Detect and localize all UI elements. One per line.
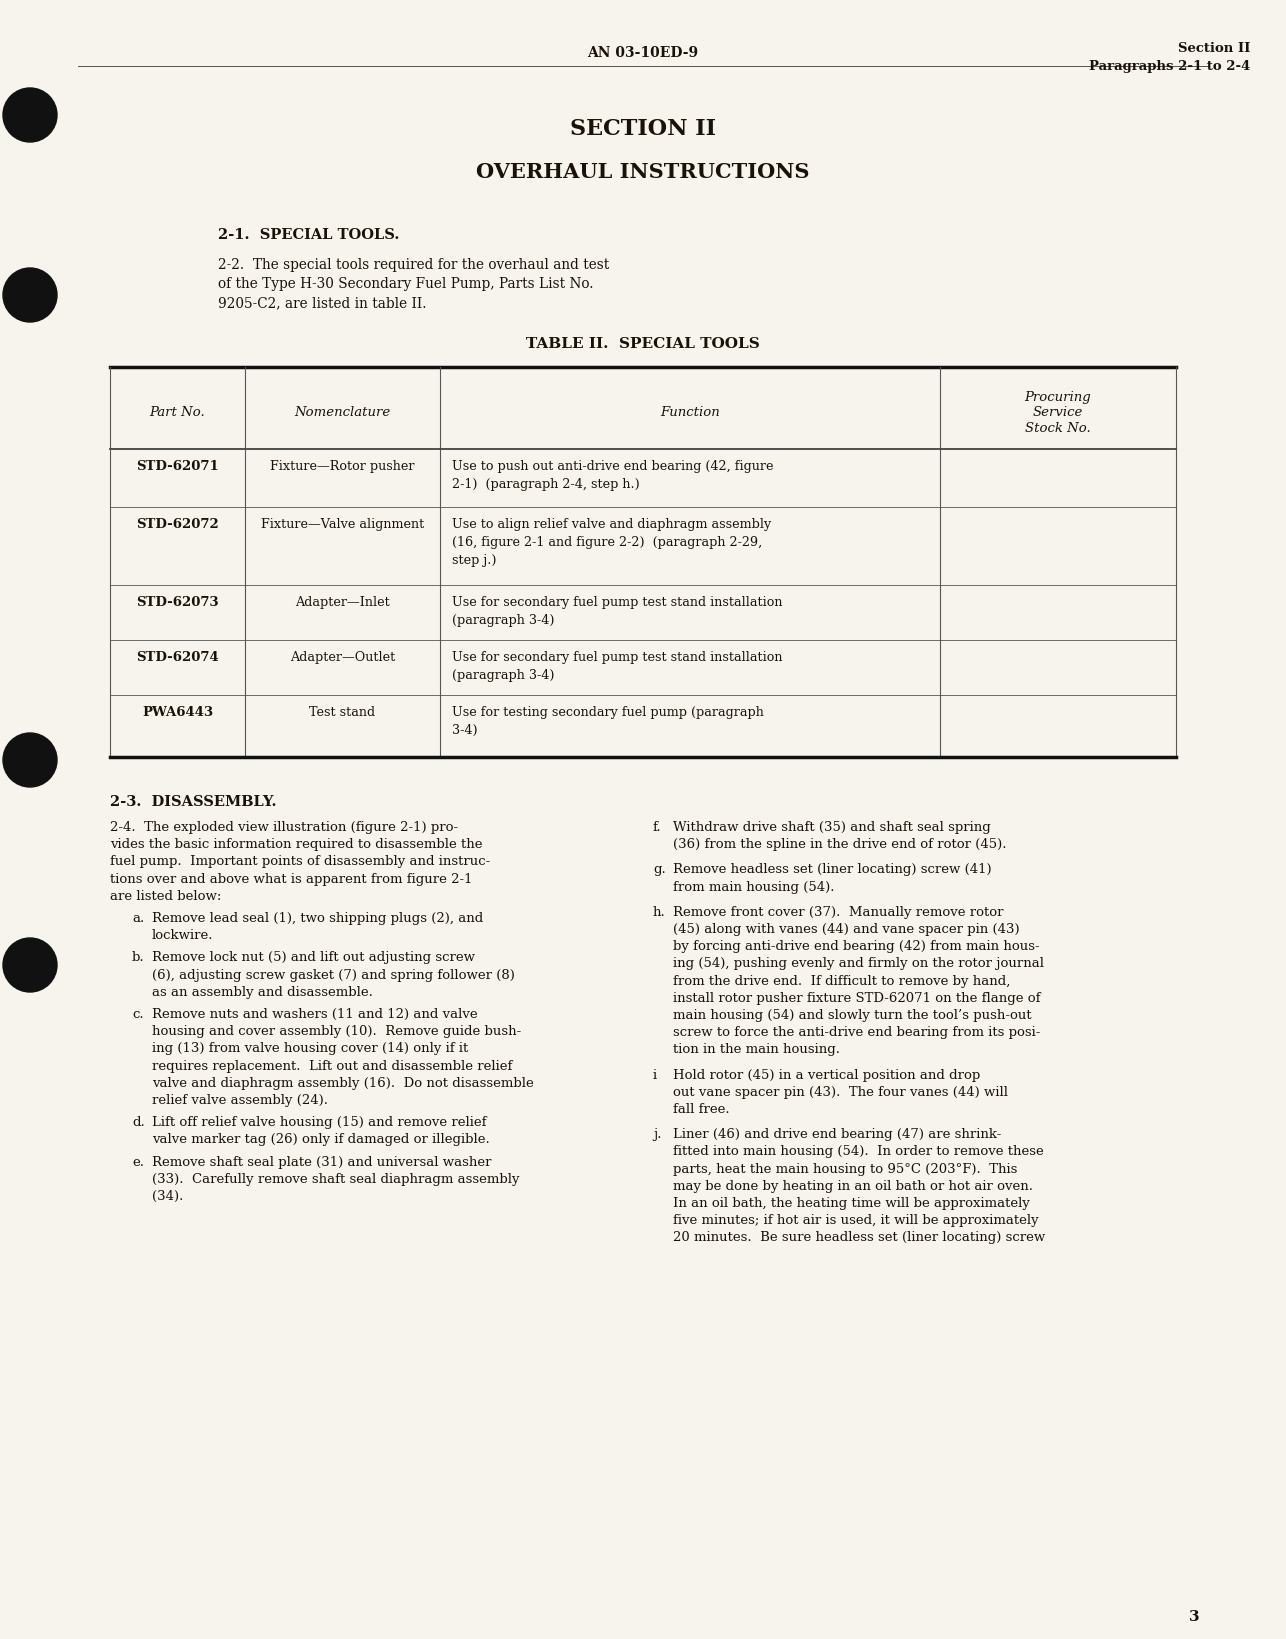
Text: 2-1)  (paragraph 2-4, step h.): 2-1) (paragraph 2-4, step h.) bbox=[451, 479, 639, 492]
Text: tion in the main housing.: tion in the main housing. bbox=[673, 1044, 840, 1057]
Text: Use to push out anti-drive end bearing (42, figure: Use to push out anti-drive end bearing (… bbox=[451, 461, 773, 474]
Text: Stock No.: Stock No. bbox=[1025, 421, 1091, 434]
Text: Remove lock nut (5) and lift out adjusting screw: Remove lock nut (5) and lift out adjusti… bbox=[152, 951, 475, 964]
Text: Adapter—Outlet: Adapter—Outlet bbox=[289, 651, 395, 664]
Text: Lift off relief valve housing (15) and remove relief: Lift off relief valve housing (15) and r… bbox=[152, 1116, 486, 1129]
Text: 2-2.  The special tools required for the overhaul and test: 2-2. The special tools required for the … bbox=[219, 257, 610, 272]
Text: ing (54), pushing evenly and firmly on the rotor journal: ing (54), pushing evenly and firmly on t… bbox=[673, 957, 1044, 970]
Text: valve and diaphragm assembly (16).  Do not disassemble: valve and diaphragm assembly (16). Do no… bbox=[152, 1077, 534, 1090]
Text: 9205-C2, are listed in table II.: 9205-C2, are listed in table II. bbox=[219, 297, 427, 310]
Text: fuel pump.  Important points of disassembly and instruc-: fuel pump. Important points of disassemb… bbox=[111, 856, 490, 869]
Text: Part No.: Part No. bbox=[149, 406, 206, 420]
Text: housing and cover assembly (10).  Remove guide bush-: housing and cover assembly (10). Remove … bbox=[152, 1026, 521, 1037]
Text: from the drive end.  If difficult to remove by hand,: from the drive end. If difficult to remo… bbox=[673, 975, 1011, 988]
Text: (paragraph 3-4): (paragraph 3-4) bbox=[451, 615, 554, 628]
Text: Remove front cover (37).  Manually remove rotor: Remove front cover (37). Manually remove… bbox=[673, 906, 1003, 919]
Text: fall free.: fall free. bbox=[673, 1103, 729, 1116]
Text: (45) along with vanes (44) and vane spacer pin (43): (45) along with vanes (44) and vane spac… bbox=[673, 923, 1020, 936]
Text: j.: j. bbox=[653, 1128, 661, 1141]
Text: Service: Service bbox=[1033, 406, 1083, 420]
Text: Remove nuts and washers (11 and 12) and valve: Remove nuts and washers (11 and 12) and … bbox=[152, 1008, 477, 1021]
Text: as an assembly and disassemble.: as an assembly and disassemble. bbox=[152, 985, 373, 998]
Circle shape bbox=[3, 269, 57, 321]
Text: 2-4.  The exploded view illustration (figure 2-1) pro-: 2-4. The exploded view illustration (fig… bbox=[111, 821, 458, 834]
Text: are listed below:: are listed below: bbox=[111, 890, 221, 903]
Text: out vane spacer pin (43).  The four vanes (44) will: out vane spacer pin (43). The four vanes… bbox=[673, 1085, 1008, 1098]
Text: tions over and above what is apparent from figure 2-1: tions over and above what is apparent fr… bbox=[111, 872, 472, 885]
Text: 3-4): 3-4) bbox=[451, 724, 477, 738]
Text: screw to force the anti-drive end bearing from its posi-: screw to force the anti-drive end bearin… bbox=[673, 1026, 1040, 1039]
Text: (16, figure 2-1 and figure 2-2)  (paragraph 2-29,: (16, figure 2-1 and figure 2-2) (paragra… bbox=[451, 536, 763, 549]
Text: STD-62073: STD-62073 bbox=[136, 597, 219, 610]
Text: Fixture—Rotor pusher: Fixture—Rotor pusher bbox=[270, 461, 415, 474]
Text: (34).: (34). bbox=[152, 1190, 184, 1203]
Text: Fixture—Valve alignment: Fixture—Valve alignment bbox=[261, 518, 424, 531]
Text: Use for testing secondary fuel pump (paragraph: Use for testing secondary fuel pump (par… bbox=[451, 706, 764, 720]
Text: PWA6443: PWA6443 bbox=[141, 706, 213, 720]
Text: AN 03-10ED-9: AN 03-10ED-9 bbox=[588, 46, 698, 61]
Text: lockwire.: lockwire. bbox=[152, 929, 213, 942]
Text: Paragraphs 2-1 to 2-4: Paragraphs 2-1 to 2-4 bbox=[1089, 61, 1250, 74]
Text: parts, heat the main housing to 95°C (203°F).  This: parts, heat the main housing to 95°C (20… bbox=[673, 1162, 1017, 1175]
Text: Nomenclature: Nomenclature bbox=[294, 406, 391, 420]
Text: c.: c. bbox=[132, 1008, 144, 1021]
Text: five minutes; if hot air is used, it will be approximately: five minutes; if hot air is used, it wil… bbox=[673, 1214, 1039, 1228]
Text: relief valve assembly (24).: relief valve assembly (24). bbox=[152, 1093, 328, 1106]
Text: g.: g. bbox=[653, 864, 666, 877]
Text: 20 minutes.  Be sure headless set (liner locating) screw: 20 minutes. Be sure headless set (liner … bbox=[673, 1231, 1046, 1244]
Text: STD-62071: STD-62071 bbox=[136, 461, 219, 474]
Text: b.: b. bbox=[132, 951, 144, 964]
Text: Section II: Section II bbox=[1178, 43, 1250, 56]
Text: Procuring: Procuring bbox=[1025, 392, 1092, 405]
Text: TABLE II.  SPECIAL TOOLS: TABLE II. SPECIAL TOOLS bbox=[526, 338, 760, 351]
Text: requires replacement.  Lift out and disassemble relief: requires replacement. Lift out and disas… bbox=[152, 1059, 512, 1072]
Text: SECTION II: SECTION II bbox=[570, 118, 716, 139]
Text: f.: f. bbox=[653, 821, 661, 834]
Text: h.: h. bbox=[653, 906, 666, 919]
Text: Test stand: Test stand bbox=[310, 706, 376, 720]
Text: In an oil bath, the heating time will be approximately: In an oil bath, the heating time will be… bbox=[673, 1196, 1030, 1210]
Text: install rotor pusher fixture STD-62071 on the flange of: install rotor pusher fixture STD-62071 o… bbox=[673, 992, 1040, 1005]
Text: i: i bbox=[653, 1069, 657, 1082]
Text: vides the basic information required to disassemble the: vides the basic information required to … bbox=[111, 838, 482, 851]
Text: Hold rotor (45) in a vertical position and drop: Hold rotor (45) in a vertical position a… bbox=[673, 1069, 980, 1082]
Text: 2-3.  DISASSEMBLY.: 2-3. DISASSEMBLY. bbox=[111, 795, 276, 810]
Text: step j.): step j.) bbox=[451, 554, 496, 567]
Text: Adapter—Inlet: Adapter—Inlet bbox=[294, 597, 390, 610]
Text: (paragraph 3-4): (paragraph 3-4) bbox=[451, 669, 554, 682]
Text: Remove shaft seal plate (31) and universal washer: Remove shaft seal plate (31) and univers… bbox=[152, 1155, 491, 1169]
Text: e.: e. bbox=[132, 1155, 144, 1169]
Text: Liner (46) and drive end bearing (47) are shrink-: Liner (46) and drive end bearing (47) ar… bbox=[673, 1128, 1002, 1141]
Text: from main housing (54).: from main housing (54). bbox=[673, 880, 835, 893]
Text: (36) from the spline in the drive end of rotor (45).: (36) from the spline in the drive end of… bbox=[673, 838, 1007, 851]
Text: OVERHAUL INSTRUCTIONS: OVERHAUL INSTRUCTIONS bbox=[476, 162, 810, 182]
Circle shape bbox=[3, 733, 57, 787]
Text: a.: a. bbox=[132, 911, 144, 924]
Text: Remove headless set (liner locating) screw (41): Remove headless set (liner locating) scr… bbox=[673, 864, 992, 877]
Text: STD-62072: STD-62072 bbox=[136, 518, 219, 531]
Text: Use to align relief valve and diaphragm assembly: Use to align relief valve and diaphragm … bbox=[451, 518, 772, 531]
Text: 2-1.  SPECIAL TOOLS.: 2-1. SPECIAL TOOLS. bbox=[219, 228, 400, 243]
Text: fitted into main housing (54).  In order to remove these: fitted into main housing (54). In order … bbox=[673, 1146, 1044, 1159]
Text: Remove lead seal (1), two shipping plugs (2), and: Remove lead seal (1), two shipping plugs… bbox=[152, 911, 484, 924]
Text: valve marker tag (26) only if damaged or illegible.: valve marker tag (26) only if damaged or… bbox=[152, 1134, 490, 1146]
Text: Use for secondary fuel pump test stand installation: Use for secondary fuel pump test stand i… bbox=[451, 597, 782, 610]
Text: ing (13) from valve housing cover (14) only if it: ing (13) from valve housing cover (14) o… bbox=[152, 1042, 468, 1056]
Text: 3: 3 bbox=[1190, 1609, 1200, 1624]
Text: of the Type H-30 Secondary Fuel Pump, Parts List No.: of the Type H-30 Secondary Fuel Pump, Pa… bbox=[219, 277, 594, 292]
Text: Withdraw drive shaft (35) and shaft seal spring: Withdraw drive shaft (35) and shaft seal… bbox=[673, 821, 990, 834]
Text: STD-62074: STD-62074 bbox=[136, 651, 219, 664]
Text: may be done by heating in an oil bath or hot air oven.: may be done by heating in an oil bath or… bbox=[673, 1180, 1033, 1193]
Text: by forcing anti-drive end bearing (42) from main hous-: by forcing anti-drive end bearing (42) f… bbox=[673, 941, 1039, 954]
Text: (33).  Carefully remove shaft seal diaphragm assembly: (33). Carefully remove shaft seal diaphr… bbox=[152, 1174, 520, 1185]
Circle shape bbox=[3, 938, 57, 992]
Text: Use for secondary fuel pump test stand installation: Use for secondary fuel pump test stand i… bbox=[451, 651, 782, 664]
Text: d.: d. bbox=[132, 1116, 145, 1129]
Text: Function: Function bbox=[660, 406, 720, 420]
Circle shape bbox=[3, 89, 57, 143]
Text: main housing (54) and slowly turn the tool’s push-out: main housing (54) and slowly turn the to… bbox=[673, 1010, 1031, 1023]
Text: (6), adjusting screw gasket (7) and spring follower (8): (6), adjusting screw gasket (7) and spri… bbox=[152, 969, 514, 982]
